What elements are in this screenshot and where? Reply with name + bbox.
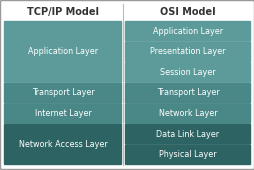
Text: Data Link Layer: Data Link Layer [156, 130, 219, 139]
Text: Internet Layer: Internet Layer [35, 109, 91, 118]
Text: Network Access Layer: Network Access Layer [19, 140, 107, 149]
Text: Network Layer: Network Layer [158, 109, 216, 118]
FancyBboxPatch shape [124, 62, 250, 83]
Text: Presentation Layer: Presentation Layer [150, 47, 225, 56]
FancyBboxPatch shape [124, 124, 250, 145]
Text: Physical Layer: Physical Layer [158, 150, 216, 159]
FancyBboxPatch shape [4, 103, 122, 124]
FancyBboxPatch shape [124, 41, 250, 62]
FancyBboxPatch shape [4, 124, 122, 165]
Text: Session Layer: Session Layer [160, 68, 215, 77]
FancyBboxPatch shape [4, 82, 122, 104]
FancyBboxPatch shape [124, 82, 250, 104]
Text: Transport Layer: Transport Layer [156, 89, 218, 98]
Text: OSI Model: OSI Model [160, 7, 215, 17]
Text: Application Layer: Application Layer [152, 27, 222, 36]
FancyBboxPatch shape [124, 21, 250, 42]
FancyBboxPatch shape [124, 103, 250, 124]
Text: Application Layer: Application Layer [28, 47, 98, 56]
FancyBboxPatch shape [4, 21, 122, 83]
Text: TCP/IP Model: TCP/IP Model [27, 7, 99, 17]
FancyBboxPatch shape [124, 144, 250, 165]
Text: Transport Layer: Transport Layer [31, 89, 94, 98]
